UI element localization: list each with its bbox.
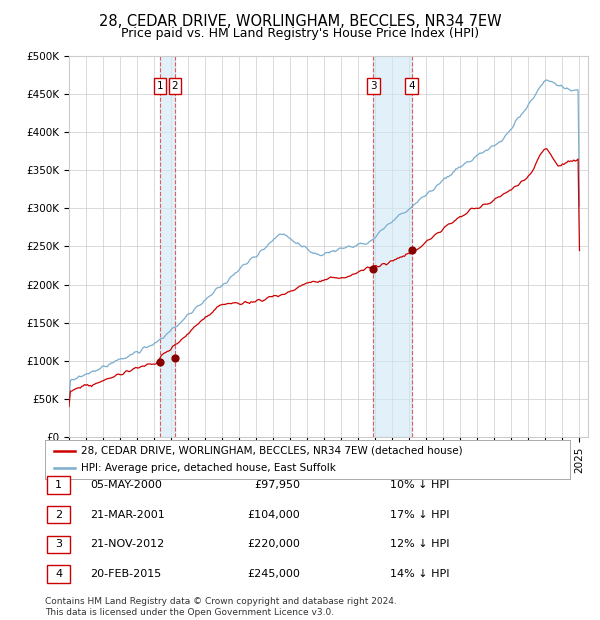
Bar — [373, 56, 412, 437]
Text: £97,950: £97,950 — [254, 480, 300, 490]
Text: 17% ↓ HPI: 17% ↓ HPI — [390, 510, 449, 520]
Text: 2: 2 — [172, 81, 178, 91]
Text: 21-NOV-2012: 21-NOV-2012 — [90, 539, 164, 549]
Text: HPI: Average price, detached house, East Suffolk: HPI: Average price, detached house, East… — [80, 463, 335, 473]
Text: 1: 1 — [55, 480, 62, 490]
Bar — [160, 56, 175, 437]
Text: 14% ↓ HPI: 14% ↓ HPI — [390, 569, 449, 579]
Text: 4: 4 — [55, 569, 62, 579]
Text: £220,000: £220,000 — [247, 539, 300, 549]
Text: Contains HM Land Registry data © Crown copyright and database right 2024.
This d: Contains HM Land Registry data © Crown c… — [45, 598, 397, 617]
Text: £104,000: £104,000 — [247, 510, 300, 520]
Text: 1: 1 — [157, 81, 163, 91]
Text: 3: 3 — [55, 539, 62, 549]
Text: £245,000: £245,000 — [247, 569, 300, 579]
Text: 20-FEB-2015: 20-FEB-2015 — [90, 569, 161, 579]
Text: 4: 4 — [408, 81, 415, 91]
Text: 28, CEDAR DRIVE, WORLINGHAM, BECCLES, NR34 7EW (detached house): 28, CEDAR DRIVE, WORLINGHAM, BECCLES, NR… — [80, 446, 463, 456]
Point — [170, 353, 179, 363]
Text: 28, CEDAR DRIVE, WORLINGHAM, BECCLES, NR34 7EW: 28, CEDAR DRIVE, WORLINGHAM, BECCLES, NR… — [98, 14, 502, 29]
Text: 10% ↓ HPI: 10% ↓ HPI — [390, 480, 449, 490]
Text: 05-MAY-2000: 05-MAY-2000 — [90, 480, 162, 490]
Text: 21-MAR-2001: 21-MAR-2001 — [90, 510, 165, 520]
Point — [407, 246, 416, 255]
Text: 3: 3 — [370, 81, 377, 91]
Point — [368, 264, 378, 274]
Text: 2: 2 — [55, 510, 62, 520]
Text: 12% ↓ HPI: 12% ↓ HPI — [390, 539, 449, 549]
Point — [155, 358, 165, 368]
Text: Price paid vs. HM Land Registry's House Price Index (HPI): Price paid vs. HM Land Registry's House … — [121, 27, 479, 40]
